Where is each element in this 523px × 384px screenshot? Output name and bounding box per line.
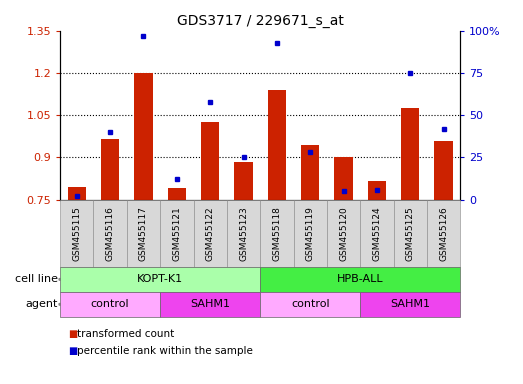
Text: GSM455123: GSM455123 [239,206,248,261]
Text: GSM455117: GSM455117 [139,206,148,261]
Text: HPB-ALL: HPB-ALL [337,274,383,285]
Title: GDS3717 / 229671_s_at: GDS3717 / 229671_s_at [177,14,344,28]
Bar [368,181,386,200]
Bar [435,141,453,200]
Text: transformed count: transformed count [77,329,174,339]
Text: SAHM1: SAHM1 [190,299,230,310]
Text: agent: agent [25,299,58,310]
Bar [268,90,286,200]
Text: GSM455121: GSM455121 [173,206,181,261]
Text: percentile rank within the sample: percentile rank within the sample [77,346,253,356]
Text: GSM455118: GSM455118 [272,206,281,261]
Text: GSM455125: GSM455125 [406,206,415,261]
Text: ■: ■ [68,329,77,339]
Text: GSM455116: GSM455116 [106,206,115,261]
Text: GSM455122: GSM455122 [206,206,214,261]
Bar [134,73,153,200]
Bar [234,162,253,200]
Bar [201,122,219,200]
Bar [301,145,320,200]
Text: GSM455126: GSM455126 [439,206,448,261]
Text: GSM455120: GSM455120 [339,206,348,261]
Bar [334,157,353,200]
Text: control: control [91,299,130,310]
Text: control: control [291,299,329,310]
Text: cell line: cell line [15,274,58,285]
Bar [401,108,419,200]
Bar [67,187,86,200]
Text: GSM455115: GSM455115 [72,206,81,261]
Bar [168,189,186,200]
Bar [101,139,119,200]
Text: ■: ■ [68,346,77,356]
Text: SAHM1: SAHM1 [390,299,430,310]
Text: GSM455124: GSM455124 [372,206,381,261]
Text: KOPT-K1: KOPT-K1 [137,274,183,285]
Text: GSM455119: GSM455119 [306,206,315,261]
